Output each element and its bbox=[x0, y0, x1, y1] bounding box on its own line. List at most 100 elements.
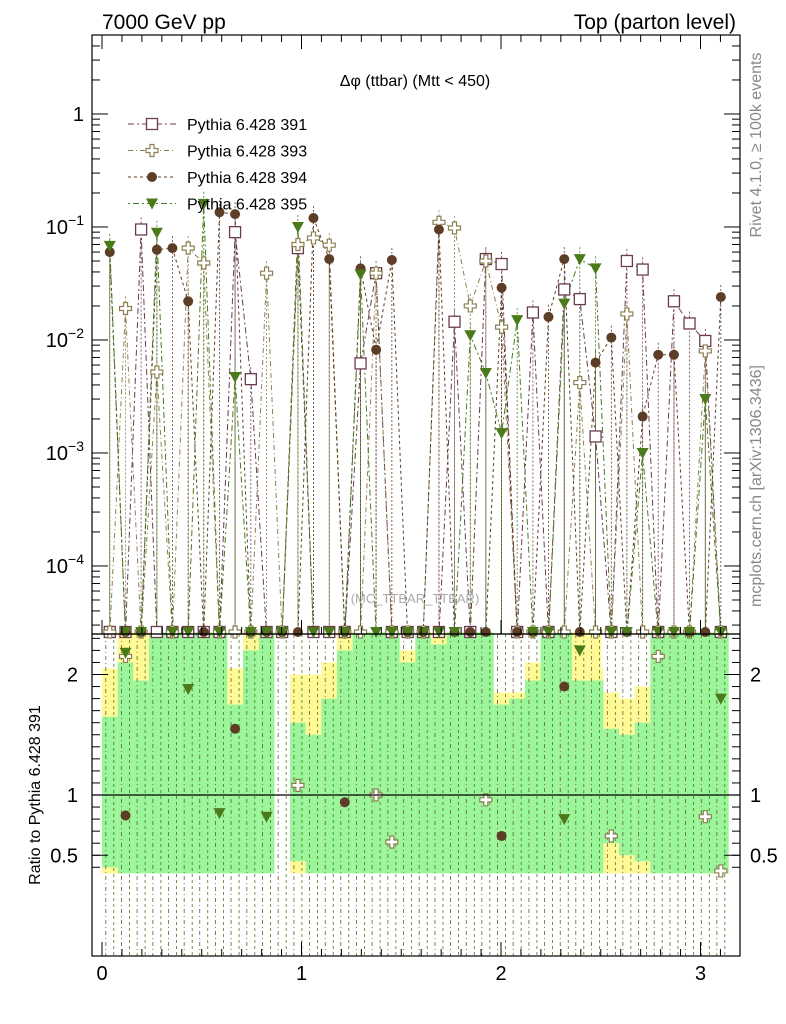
green-band bbox=[258, 632, 275, 874]
green-band bbox=[101, 716, 118, 868]
marker-3 bbox=[479, 368, 492, 380]
green-band bbox=[415, 632, 432, 874]
green-band bbox=[556, 632, 573, 874]
green-band bbox=[368, 632, 384, 874]
ratio-marker-2 bbox=[120, 810, 131, 821]
marker-3 bbox=[150, 227, 163, 239]
marker-zero-3 bbox=[307, 627, 320, 638]
marker-0 bbox=[448, 315, 461, 328]
green-band bbox=[305, 734, 322, 874]
marker-0 bbox=[228, 225, 242, 239]
x-tick-label: 1 bbox=[296, 963, 307, 985]
marker-3 bbox=[636, 447, 649, 459]
marker-zero-3 bbox=[542, 627, 555, 638]
green-band bbox=[634, 722, 651, 862]
legend: Pythia 6.428 391 Pythia 6.428 393 Pythia 6… bbox=[128, 117, 307, 214]
marker-zero-3 bbox=[213, 627, 226, 638]
mcplots-label: mcplots.cern.ch [arXiv:1306.3436] bbox=[748, 365, 765, 607]
marker-3 bbox=[495, 428, 508, 440]
ratio-marker-1 bbox=[651, 649, 665, 664]
ratio-tick-label-right: 1 bbox=[750, 785, 761, 807]
legend-marker-2 bbox=[147, 172, 157, 182]
marker-zero-0 bbox=[150, 625, 164, 639]
marker-2 bbox=[386, 255, 397, 266]
ratio-marker-2 bbox=[230, 723, 241, 734]
ratio-ylabel: Ratio to Pythia 6.428 391 bbox=[27, 705, 44, 885]
green-band bbox=[352, 632, 369, 874]
marker-2 bbox=[543, 311, 554, 322]
marker-3 bbox=[589, 263, 602, 275]
green-band bbox=[697, 632, 714, 874]
marker-3 bbox=[573, 254, 586, 266]
marker-0 bbox=[354, 357, 367, 370]
marker-zero-3 bbox=[526, 627, 539, 638]
marker-1 bbox=[181, 241, 195, 255]
y-tick-exponent: −4 bbox=[68, 551, 84, 567]
marker-zero-1 bbox=[353, 625, 368, 639]
marker-zero-3 bbox=[417, 627, 430, 638]
marker-1 bbox=[479, 254, 493, 268]
marker-2 bbox=[606, 332, 617, 343]
marker-2 bbox=[308, 213, 319, 224]
x-tick-label: 0 bbox=[96, 963, 107, 985]
ratio-marker-3 bbox=[573, 645, 586, 657]
marker-1 bbox=[698, 344, 712, 358]
marker-0 bbox=[667, 295, 681, 308]
marker-3 bbox=[197, 198, 210, 210]
ratio-series-markers bbox=[118, 645, 728, 878]
marker-zero-3 bbox=[605, 627, 618, 638]
marker-1 bbox=[306, 231, 321, 245]
y-tick-label: 10−2 bbox=[46, 325, 84, 352]
marker-3 bbox=[699, 394, 712, 406]
marker-2 bbox=[637, 411, 648, 422]
ratio-marker-2 bbox=[559, 681, 570, 692]
marker-2 bbox=[715, 292, 726, 303]
marker-1 bbox=[463, 299, 477, 313]
ratio-tick-label-right: 0.5 bbox=[750, 845, 778, 867]
marker-zero-3 bbox=[683, 627, 696, 638]
ratio-marker-3 bbox=[558, 814, 571, 826]
y-tick-mantissa: 10 bbox=[46, 217, 68, 239]
ratio-marker-3 bbox=[260, 811, 273, 823]
green-band bbox=[509, 698, 525, 874]
x-tick-label: 3 bbox=[695, 963, 706, 985]
y-tick-mantissa: 10 bbox=[46, 556, 68, 578]
marker-zero-2 bbox=[198, 627, 209, 637]
y-tick-label: 10−3 bbox=[46, 438, 84, 465]
marker-1 bbox=[494, 320, 509, 334]
marker-zero-3 bbox=[620, 627, 633, 638]
marker-zero-2 bbox=[465, 627, 476, 637]
marker-1 bbox=[322, 238, 336, 252]
green-band bbox=[478, 632, 494, 874]
marker-2 bbox=[653, 349, 664, 360]
ratio-tick-label-right: 2 bbox=[750, 665, 761, 687]
marker-1 bbox=[197, 256, 211, 270]
legend-label-1: Pythia 6.428 393 bbox=[187, 144, 307, 161]
marker-zero-1 bbox=[588, 625, 603, 639]
marker-2 bbox=[151, 244, 162, 255]
marker-zero-3 bbox=[401, 627, 414, 638]
marker-2 bbox=[167, 243, 178, 254]
green-band bbox=[242, 650, 259, 874]
ratio-marker-1 bbox=[698, 810, 712, 824]
marker-2 bbox=[230, 209, 241, 220]
ratio-tick-label-left: 1 bbox=[67, 785, 78, 807]
ratio-marker-2 bbox=[339, 797, 350, 808]
ratio-marker-1 bbox=[714, 864, 728, 878]
ratio-marker-1 bbox=[385, 835, 399, 849]
marker-zero-3 bbox=[652, 627, 665, 638]
legend-marker-3 bbox=[146, 198, 158, 210]
marker-1 bbox=[150, 365, 164, 379]
green-band bbox=[650, 632, 667, 874]
marker-zero-3 bbox=[276, 627, 289, 638]
green-band bbox=[525, 680, 541, 874]
green-band bbox=[493, 704, 510, 874]
marker-zero-3 bbox=[182, 627, 195, 638]
marker-zero-3 bbox=[260, 627, 273, 638]
marker-0 bbox=[134, 223, 148, 236]
marker-zero-3 bbox=[244, 627, 257, 638]
y-tick-exponent: −3 bbox=[68, 438, 84, 454]
green-band bbox=[290, 722, 306, 862]
